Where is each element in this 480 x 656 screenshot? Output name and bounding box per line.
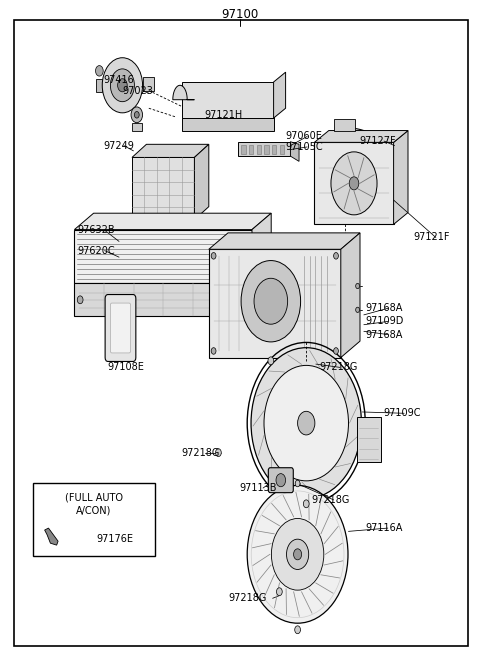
Text: 97113B: 97113B (239, 483, 276, 493)
Circle shape (356, 283, 360, 289)
Text: 97105C: 97105C (286, 142, 323, 152)
Circle shape (241, 260, 300, 342)
Polygon shape (143, 77, 154, 91)
Polygon shape (333, 128, 395, 166)
Text: 97249: 97249 (103, 140, 134, 151)
Circle shape (303, 500, 309, 508)
Circle shape (264, 365, 348, 481)
Circle shape (268, 357, 274, 365)
Text: 97109C: 97109C (383, 408, 420, 419)
FancyBboxPatch shape (241, 145, 246, 154)
Text: 97023: 97023 (122, 85, 153, 96)
Polygon shape (357, 417, 381, 462)
Polygon shape (290, 142, 299, 161)
Polygon shape (252, 267, 271, 316)
Polygon shape (74, 283, 252, 316)
Polygon shape (209, 233, 360, 249)
Text: 97060E: 97060E (286, 131, 323, 142)
FancyBboxPatch shape (257, 145, 261, 154)
Polygon shape (314, 142, 394, 224)
Polygon shape (173, 85, 194, 100)
FancyBboxPatch shape (272, 145, 276, 154)
Text: 97218G: 97218G (228, 593, 266, 604)
Circle shape (295, 480, 300, 487)
Polygon shape (45, 528, 58, 545)
Circle shape (77, 296, 83, 304)
Circle shape (131, 107, 143, 123)
Polygon shape (96, 79, 102, 92)
FancyBboxPatch shape (14, 20, 468, 646)
Circle shape (276, 588, 282, 596)
Circle shape (102, 58, 143, 113)
Circle shape (216, 449, 221, 457)
Text: 97121H: 97121H (204, 110, 242, 120)
Circle shape (331, 152, 377, 215)
Circle shape (247, 485, 348, 623)
Polygon shape (252, 213, 271, 283)
FancyBboxPatch shape (105, 295, 136, 361)
FancyBboxPatch shape (280, 145, 284, 154)
Polygon shape (132, 123, 142, 131)
Circle shape (254, 278, 288, 324)
Circle shape (295, 626, 300, 634)
Circle shape (211, 253, 216, 259)
Text: 97416: 97416 (103, 75, 134, 85)
Polygon shape (341, 233, 360, 358)
Circle shape (298, 411, 315, 435)
Text: 97218G: 97218G (319, 362, 358, 373)
Circle shape (118, 79, 127, 92)
Circle shape (334, 253, 338, 259)
Polygon shape (74, 213, 271, 230)
Text: 97218G: 97218G (311, 495, 349, 505)
Text: (FULL AUTO: (FULL AUTO (65, 493, 123, 502)
Circle shape (287, 539, 309, 569)
Circle shape (349, 176, 359, 190)
Polygon shape (132, 144, 209, 157)
Polygon shape (209, 249, 341, 358)
FancyBboxPatch shape (249, 145, 253, 154)
Text: 97108E: 97108E (108, 362, 144, 373)
Text: 97127F: 97127F (359, 136, 396, 146)
Circle shape (294, 549, 301, 560)
Text: 97168A: 97168A (366, 329, 403, 340)
Circle shape (251, 348, 361, 499)
Polygon shape (340, 133, 388, 161)
Circle shape (243, 296, 249, 304)
Polygon shape (132, 157, 194, 220)
Text: 97218G: 97218G (181, 447, 220, 458)
Polygon shape (238, 142, 290, 156)
Text: 97109D: 97109D (366, 316, 404, 327)
Polygon shape (182, 118, 274, 131)
Text: 97176E: 97176E (96, 535, 133, 544)
Text: 97620C: 97620C (78, 245, 115, 256)
FancyBboxPatch shape (33, 483, 155, 556)
Polygon shape (274, 72, 286, 118)
Polygon shape (74, 230, 252, 283)
Text: 97632B: 97632B (78, 225, 115, 236)
Polygon shape (182, 82, 274, 118)
Circle shape (271, 518, 324, 590)
Circle shape (356, 307, 360, 312)
Polygon shape (194, 144, 209, 220)
Text: 97121F: 97121F (414, 232, 450, 243)
Text: 97116A: 97116A (366, 523, 403, 533)
FancyBboxPatch shape (268, 468, 293, 493)
FancyBboxPatch shape (264, 145, 269, 154)
Circle shape (96, 66, 103, 76)
Polygon shape (314, 131, 408, 142)
Text: A/CON): A/CON) (76, 506, 111, 516)
Circle shape (334, 348, 338, 354)
Circle shape (134, 112, 139, 118)
Circle shape (276, 474, 286, 487)
FancyBboxPatch shape (110, 303, 131, 353)
Text: 97100: 97100 (221, 8, 259, 21)
Circle shape (211, 348, 216, 354)
Circle shape (110, 69, 134, 102)
Text: 97168A: 97168A (366, 303, 403, 314)
Polygon shape (334, 119, 355, 131)
Polygon shape (394, 131, 408, 224)
